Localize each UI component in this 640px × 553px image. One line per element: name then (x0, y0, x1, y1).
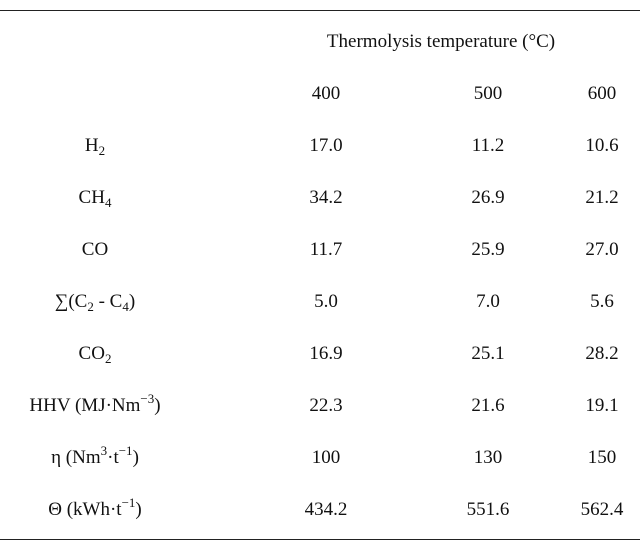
table-cell: 22.3 (309, 395, 343, 416)
column-header-600: 600 (587, 83, 617, 104)
table-header-thermolysis-temperature: Thermolysis temperature (°C) (326, 31, 556, 52)
table-bottom-rule (0, 539, 640, 540)
table-cell: 100 (311, 447, 341, 468)
table-cell: 21.2 (585, 187, 619, 208)
table-cell: 150 (587, 447, 617, 468)
table-cell: 28.2 (585, 343, 619, 364)
table-cell: 11.7 (309, 239, 343, 260)
row-label-h2: H2 (84, 135, 106, 158)
table-cell: 551.6 (466, 499, 510, 520)
row-label-theta: Θ (kWh·t−1) (48, 495, 142, 520)
table-cell: 26.9 (471, 187, 505, 208)
table-cell: 10.6 (585, 135, 619, 156)
table-top-rule (0, 10, 640, 11)
table-cell: 17.0 (309, 135, 343, 156)
row-label-hhv: HHV (MJ·Nm−3) (29, 391, 161, 416)
table-cell: 5.6 (590, 291, 614, 312)
table-cell: 25.1 (471, 343, 505, 364)
table-cell: 11.2 (471, 135, 505, 156)
row-label-ch4: CH4 (78, 187, 112, 210)
row-label-eta: η (Nm3·t−1) (51, 443, 139, 468)
table-cell: 25.9 (471, 239, 505, 260)
table-cell: 130 (473, 447, 503, 468)
table-cell: 34.2 (309, 187, 343, 208)
table-cell: 21.6 (471, 395, 505, 416)
table-cell: 5.0 (314, 291, 338, 312)
table-cell: 7.0 (476, 291, 500, 312)
table-cell: 562.4 (580, 499, 624, 520)
table-cell: 434.2 (304, 499, 348, 520)
column-header-400: 400 (311, 83, 341, 104)
table-cell: 27.0 (585, 239, 619, 260)
column-header-500: 500 (473, 83, 503, 104)
table-cell: 16.9 (309, 343, 343, 364)
row-label-sum-c2-c4: ∑(C2 - C4) (54, 291, 136, 314)
row-label-co: CO (81, 239, 109, 260)
row-label-co2: CO2 (78, 343, 112, 366)
table-cell: 19.1 (585, 395, 619, 416)
